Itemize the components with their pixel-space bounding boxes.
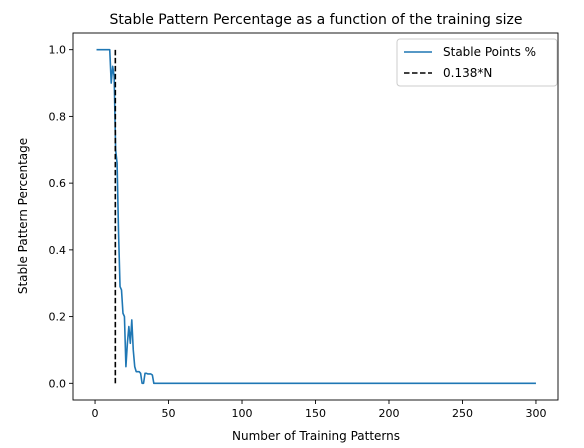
x-tick-label: 100 (232, 407, 253, 420)
ticks-layer: 0 50 100 150 200 250 300 0.0 0.2 0.4 0.6 0.8 1.0 (49, 44, 547, 420)
y-tick-label: 0.2 (49, 311, 67, 324)
x-tick-label: 0 (92, 407, 99, 420)
plot-area (72, 32, 559, 401)
x-tick-label: 250 (452, 407, 473, 420)
chart-title: Stable Pattern Percentage as a function … (109, 12, 522, 28)
y-tick-label: 0.8 (49, 110, 67, 123)
plot-background (73, 33, 558, 400)
x-tick-label: 300 (525, 407, 546, 420)
y-axis-label: Stable Pattern Percentage (16, 138, 30, 294)
y-tick-label: 1.0 (49, 44, 67, 57)
x-axis-label: Number of Training Patterns (232, 429, 400, 443)
y-tick-label: 0.0 (49, 377, 67, 390)
x-tick-label: 50 (162, 407, 176, 420)
legend-frame (396, 38, 558, 87)
series-line-0 (96, 48, 536, 385)
legend-label-stable-points: Stable Points % (443, 45, 536, 59)
x-tick-label: 200 (378, 407, 399, 420)
y-tick-label: 0.6 (49, 177, 67, 190)
legend-label-threshold: 0.138*N (443, 66, 492, 80)
y-tick-label: 0.4 (49, 244, 67, 257)
legend: Stable Points % 0.138*N (396, 38, 558, 87)
series-layer (96, 48, 536, 385)
x-tick-label: 150 (305, 407, 326, 420)
